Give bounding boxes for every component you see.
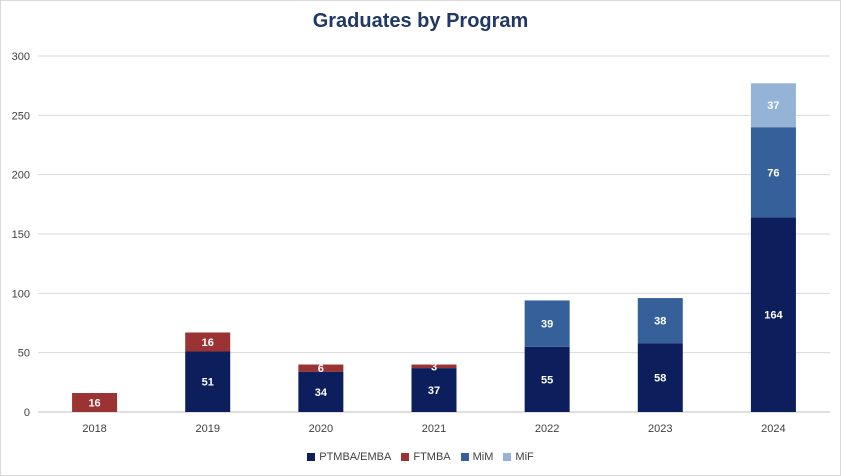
bar-segment bbox=[185, 351, 231, 412]
data-label: 16 bbox=[202, 337, 214, 349]
legend-swatch bbox=[460, 453, 469, 461]
legend-label: MiF bbox=[515, 451, 534, 463]
y-tick-label: 300 bbox=[12, 51, 30, 63]
y-tick-label: 250 bbox=[12, 110, 30, 122]
bar-segment bbox=[411, 364, 457, 369]
data-label: 55 bbox=[541, 374, 553, 386]
legend-item: MiM bbox=[460, 451, 494, 463]
legend-item: FTMBA bbox=[401, 451, 451, 463]
data-label: 76 bbox=[767, 167, 779, 179]
data-label: 6 bbox=[318, 363, 324, 375]
data-label: 58 bbox=[654, 373, 666, 385]
chart-title: Graduates by Program bbox=[312, 10, 529, 32]
bar-segment bbox=[750, 83, 796, 128]
bar-segment bbox=[185, 332, 231, 352]
bar-segment bbox=[298, 371, 344, 412]
bar-segment bbox=[72, 393, 118, 412]
x-tick-label: 2021 bbox=[422, 423, 446, 435]
bar-segment bbox=[637, 298, 683, 344]
bar-segment bbox=[524, 346, 570, 412]
x-tick-label: 2022 bbox=[535, 423, 559, 435]
y-tick-label: 0 bbox=[24, 407, 30, 419]
data-label: 37 bbox=[767, 100, 779, 112]
legend-label: FTMBA bbox=[413, 451, 451, 463]
bar-segment bbox=[298, 364, 344, 372]
y-tick-label: 100 bbox=[12, 288, 30, 300]
legend: PTMBA/EMBA FTMBA MiM MiF bbox=[0, 449, 841, 465]
data-label: 38 bbox=[654, 316, 666, 328]
bar-segment bbox=[524, 300, 570, 347]
x-tick-label: 2020 bbox=[309, 423, 333, 435]
legend-label: PTMBA/EMBA bbox=[319, 451, 392, 463]
data-label: 34 bbox=[315, 387, 328, 399]
y-tick-label: 150 bbox=[12, 229, 30, 241]
bar-segment bbox=[637, 343, 683, 412]
data-label: 16 bbox=[88, 398, 100, 410]
x-tick-label: 2024 bbox=[761, 423, 785, 435]
y-tick-label: 200 bbox=[12, 170, 30, 182]
bar-segment bbox=[411, 368, 457, 412]
x-tick-label: 2018 bbox=[82, 423, 106, 435]
data-label: 37 bbox=[428, 385, 440, 397]
data-label: 3 bbox=[431, 361, 437, 373]
legend-item: PTMBA/EMBA bbox=[307, 451, 391, 463]
y-tick-label: 50 bbox=[18, 348, 30, 360]
data-label: 39 bbox=[541, 319, 553, 331]
legend-swatch bbox=[503, 453, 512, 461]
legend-swatch bbox=[401, 453, 410, 461]
legend-swatch bbox=[307, 453, 316, 461]
data-label: 164 bbox=[764, 310, 783, 322]
bar-segment bbox=[750, 217, 796, 412]
legend-item: MiF bbox=[503, 451, 534, 463]
x-tick-label: 2019 bbox=[195, 423, 219, 435]
legend-label: MiM bbox=[472, 451, 494, 463]
x-tick-label: 2023 bbox=[648, 423, 672, 435]
bar-segment bbox=[750, 127, 796, 218]
data-label: 51 bbox=[202, 377, 214, 389]
